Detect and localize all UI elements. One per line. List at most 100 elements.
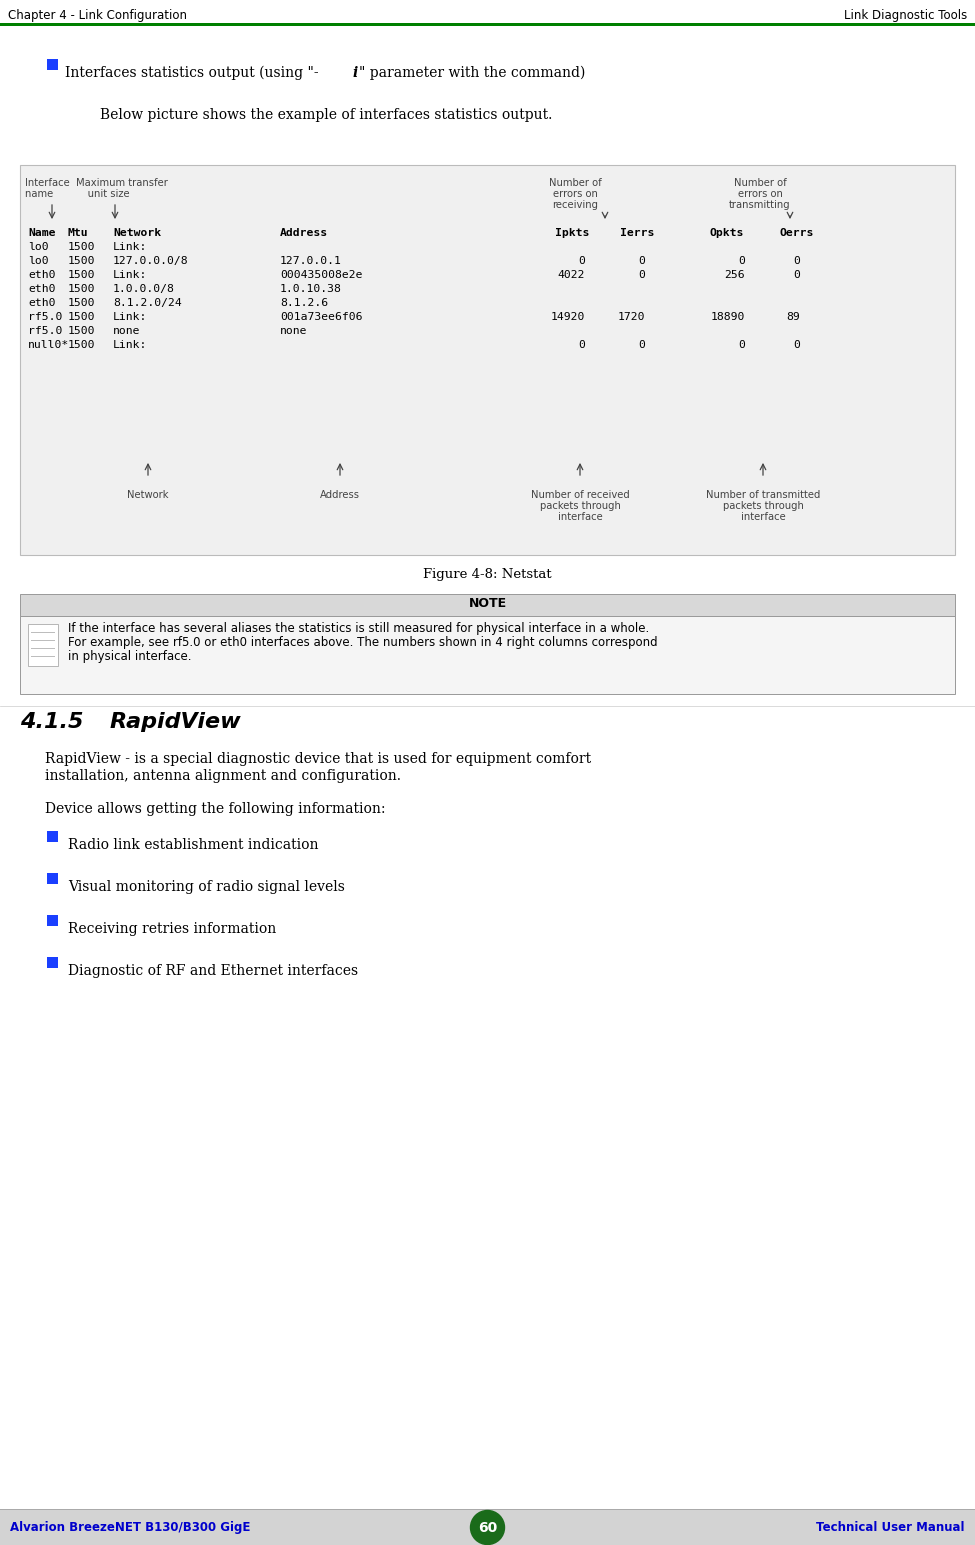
Text: 1500: 1500 bbox=[68, 326, 96, 335]
Text: 0: 0 bbox=[793, 340, 800, 351]
Text: Interface  Maximum transfer: Interface Maximum transfer bbox=[25, 178, 168, 188]
Text: 0: 0 bbox=[638, 256, 645, 266]
Text: Address: Address bbox=[280, 229, 329, 238]
Text: Visual monitoring of radio signal levels: Visual monitoring of radio signal levels bbox=[68, 881, 345, 895]
Text: Opkts: Opkts bbox=[710, 229, 744, 238]
Text: none: none bbox=[113, 326, 140, 335]
Text: eth0: eth0 bbox=[28, 298, 56, 307]
Text: packets through: packets through bbox=[539, 501, 620, 511]
Text: 8.1.2.6: 8.1.2.6 bbox=[280, 298, 329, 307]
Text: lo0: lo0 bbox=[28, 243, 49, 252]
Text: Network: Network bbox=[113, 229, 161, 238]
Text: NOTE: NOTE bbox=[468, 598, 507, 610]
Text: Number of transmitted: Number of transmitted bbox=[706, 490, 820, 501]
Text: Ierrs: Ierrs bbox=[620, 229, 654, 238]
Text: 1.0.10.38: 1.0.10.38 bbox=[280, 284, 342, 294]
Text: Link:: Link: bbox=[113, 312, 147, 321]
Circle shape bbox=[471, 1511, 504, 1545]
Bar bbox=[47, 873, 58, 884]
Text: 1500: 1500 bbox=[68, 340, 96, 351]
Text: in physical interface.: in physical interface. bbox=[68, 650, 191, 663]
Bar bbox=[47, 831, 58, 842]
Text: 4.1.5: 4.1.5 bbox=[20, 712, 84, 732]
Text: 127.0.0.0/8: 127.0.0.0/8 bbox=[113, 256, 188, 266]
Text: Number of: Number of bbox=[733, 178, 787, 188]
Text: 8.1.2.0/24: 8.1.2.0/24 bbox=[113, 298, 181, 307]
Text: 256: 256 bbox=[724, 270, 745, 280]
Text: lo0: lo0 bbox=[28, 256, 49, 266]
Text: 18890: 18890 bbox=[711, 312, 745, 321]
Text: RapidView - is a special diagnostic device that is used for equipment comfort: RapidView - is a special diagnostic devi… bbox=[45, 752, 591, 766]
Text: 0: 0 bbox=[638, 340, 645, 351]
Text: null0*: null0* bbox=[28, 340, 69, 351]
Text: 0: 0 bbox=[738, 256, 745, 266]
Text: 89: 89 bbox=[786, 312, 800, 321]
Bar bbox=[47, 59, 58, 70]
Bar bbox=[20, 616, 955, 694]
Text: 0: 0 bbox=[638, 270, 645, 280]
Text: 60: 60 bbox=[478, 1520, 497, 1534]
Text: eth0: eth0 bbox=[28, 284, 56, 294]
Text: Alvarion BreezeNET B130/B300 GigE: Alvarion BreezeNET B130/B300 GigE bbox=[10, 1520, 251, 1534]
Bar bbox=[20, 165, 955, 555]
Text: 4022: 4022 bbox=[558, 270, 585, 280]
Bar bbox=[0, 1509, 975, 1545]
Text: 0: 0 bbox=[578, 256, 585, 266]
Bar bbox=[28, 624, 58, 666]
Text: Address: Address bbox=[320, 490, 360, 501]
Text: 1500: 1500 bbox=[68, 256, 96, 266]
Text: 001a73ee6f06: 001a73ee6f06 bbox=[280, 312, 363, 321]
Text: Technical User Manual: Technical User Manual bbox=[816, 1520, 965, 1534]
Text: Link:: Link: bbox=[113, 340, 147, 351]
Text: Ipkts: Ipkts bbox=[555, 229, 589, 238]
Text: interface: interface bbox=[741, 511, 786, 522]
Text: Chapter 4 - Link Configuration: Chapter 4 - Link Configuration bbox=[8, 9, 187, 22]
Text: Receiving retries information: Receiving retries information bbox=[68, 922, 276, 936]
Text: receiving: receiving bbox=[552, 199, 598, 210]
Text: name           unit size: name unit size bbox=[25, 188, 130, 199]
Text: 1500: 1500 bbox=[68, 312, 96, 321]
Text: Number of: Number of bbox=[549, 178, 602, 188]
Bar bbox=[20, 593, 955, 616]
Text: 1500: 1500 bbox=[68, 298, 96, 307]
Text: 0: 0 bbox=[793, 270, 800, 280]
Text: rf5.0: rf5.0 bbox=[28, 312, 62, 321]
Text: Mtu: Mtu bbox=[68, 229, 89, 238]
Text: 127.0.0.1: 127.0.0.1 bbox=[280, 256, 342, 266]
Text: If the interface has several aliases the statistics is still measured for physic: If the interface has several aliases the… bbox=[68, 623, 649, 635]
Text: i: i bbox=[353, 66, 358, 80]
Text: packets through: packets through bbox=[722, 501, 803, 511]
Text: rf5.0: rf5.0 bbox=[28, 326, 62, 335]
Text: 0: 0 bbox=[793, 256, 800, 266]
Text: Name: Name bbox=[28, 229, 56, 238]
Text: 1720: 1720 bbox=[617, 312, 645, 321]
Bar bbox=[0, 23, 975, 26]
Text: eth0: eth0 bbox=[28, 270, 56, 280]
Text: Below picture shows the example of interfaces statistics output.: Below picture shows the example of inter… bbox=[100, 108, 553, 122]
Text: 1500: 1500 bbox=[68, 284, 96, 294]
Text: Link:: Link: bbox=[113, 270, 147, 280]
Text: none: none bbox=[280, 326, 307, 335]
Text: Figure 4-8: Netstat: Figure 4-8: Netstat bbox=[423, 569, 552, 581]
Text: For example, see rf5.0 or eth0 interfaces above. The numbers shown in 4 right co: For example, see rf5.0 or eth0 interface… bbox=[68, 637, 657, 649]
Text: RapidView: RapidView bbox=[110, 712, 242, 732]
Bar bbox=[47, 915, 58, 925]
Text: Interfaces statistics output (using "-: Interfaces statistics output (using "- bbox=[65, 66, 319, 80]
Text: 0: 0 bbox=[578, 340, 585, 351]
Text: Device allows getting the following information:: Device allows getting the following info… bbox=[45, 802, 385, 816]
Text: Link:: Link: bbox=[113, 243, 147, 252]
Text: installation, antenna alignment and configuration.: installation, antenna alignment and conf… bbox=[45, 769, 401, 783]
Text: Network: Network bbox=[128, 490, 169, 501]
Text: 1500: 1500 bbox=[68, 243, 96, 252]
Text: transmitting: transmitting bbox=[729, 199, 791, 210]
Text: 0: 0 bbox=[738, 340, 745, 351]
Bar bbox=[47, 956, 58, 969]
Text: errors on: errors on bbox=[553, 188, 598, 199]
Text: " parameter with the command): " parameter with the command) bbox=[359, 66, 585, 80]
Text: errors on: errors on bbox=[737, 188, 782, 199]
Text: 1500: 1500 bbox=[68, 270, 96, 280]
Text: Link Diagnostic Tools: Link Diagnostic Tools bbox=[843, 9, 967, 22]
Text: Oerrs: Oerrs bbox=[780, 229, 814, 238]
Text: interface: interface bbox=[558, 511, 603, 522]
Text: Radio link establishment indication: Radio link establishment indication bbox=[68, 837, 319, 851]
